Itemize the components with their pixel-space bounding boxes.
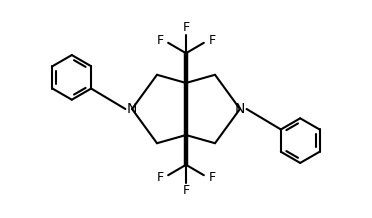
Text: F: F xyxy=(182,21,190,34)
Text: F: F xyxy=(182,184,190,197)
Text: F: F xyxy=(208,34,216,47)
Text: N: N xyxy=(127,102,137,116)
Text: N: N xyxy=(235,102,245,116)
Text: F: F xyxy=(156,34,164,47)
Text: F: F xyxy=(156,171,164,184)
Text: F: F xyxy=(208,171,216,184)
